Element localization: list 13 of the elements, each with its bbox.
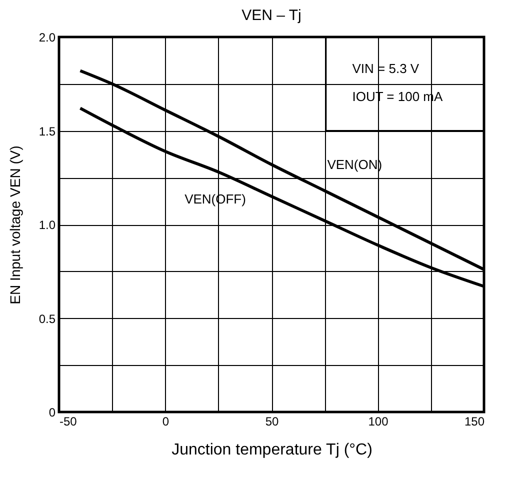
chart-title: VEN – Tj xyxy=(242,7,302,24)
y-tick-label: 0.5 xyxy=(38,312,56,326)
x-axis-title: Junction temperature Tj (°C) xyxy=(172,442,372,458)
y-tick-label: 2.0 xyxy=(38,30,56,44)
x-tick-label: 0 xyxy=(162,414,170,428)
x-tick-label: 50 xyxy=(265,414,279,428)
x-tick-label: -50 xyxy=(60,414,78,428)
y-tick-label: 1.0 xyxy=(38,218,56,232)
y-axis-title: EN Input voltage VEN (V) xyxy=(6,146,23,304)
x-tick-label: 150 xyxy=(464,414,485,428)
x-tick-label: 100 xyxy=(368,414,389,428)
y-tick-label: 0 xyxy=(48,406,56,420)
y-tick-label: 1.5 xyxy=(38,124,56,138)
